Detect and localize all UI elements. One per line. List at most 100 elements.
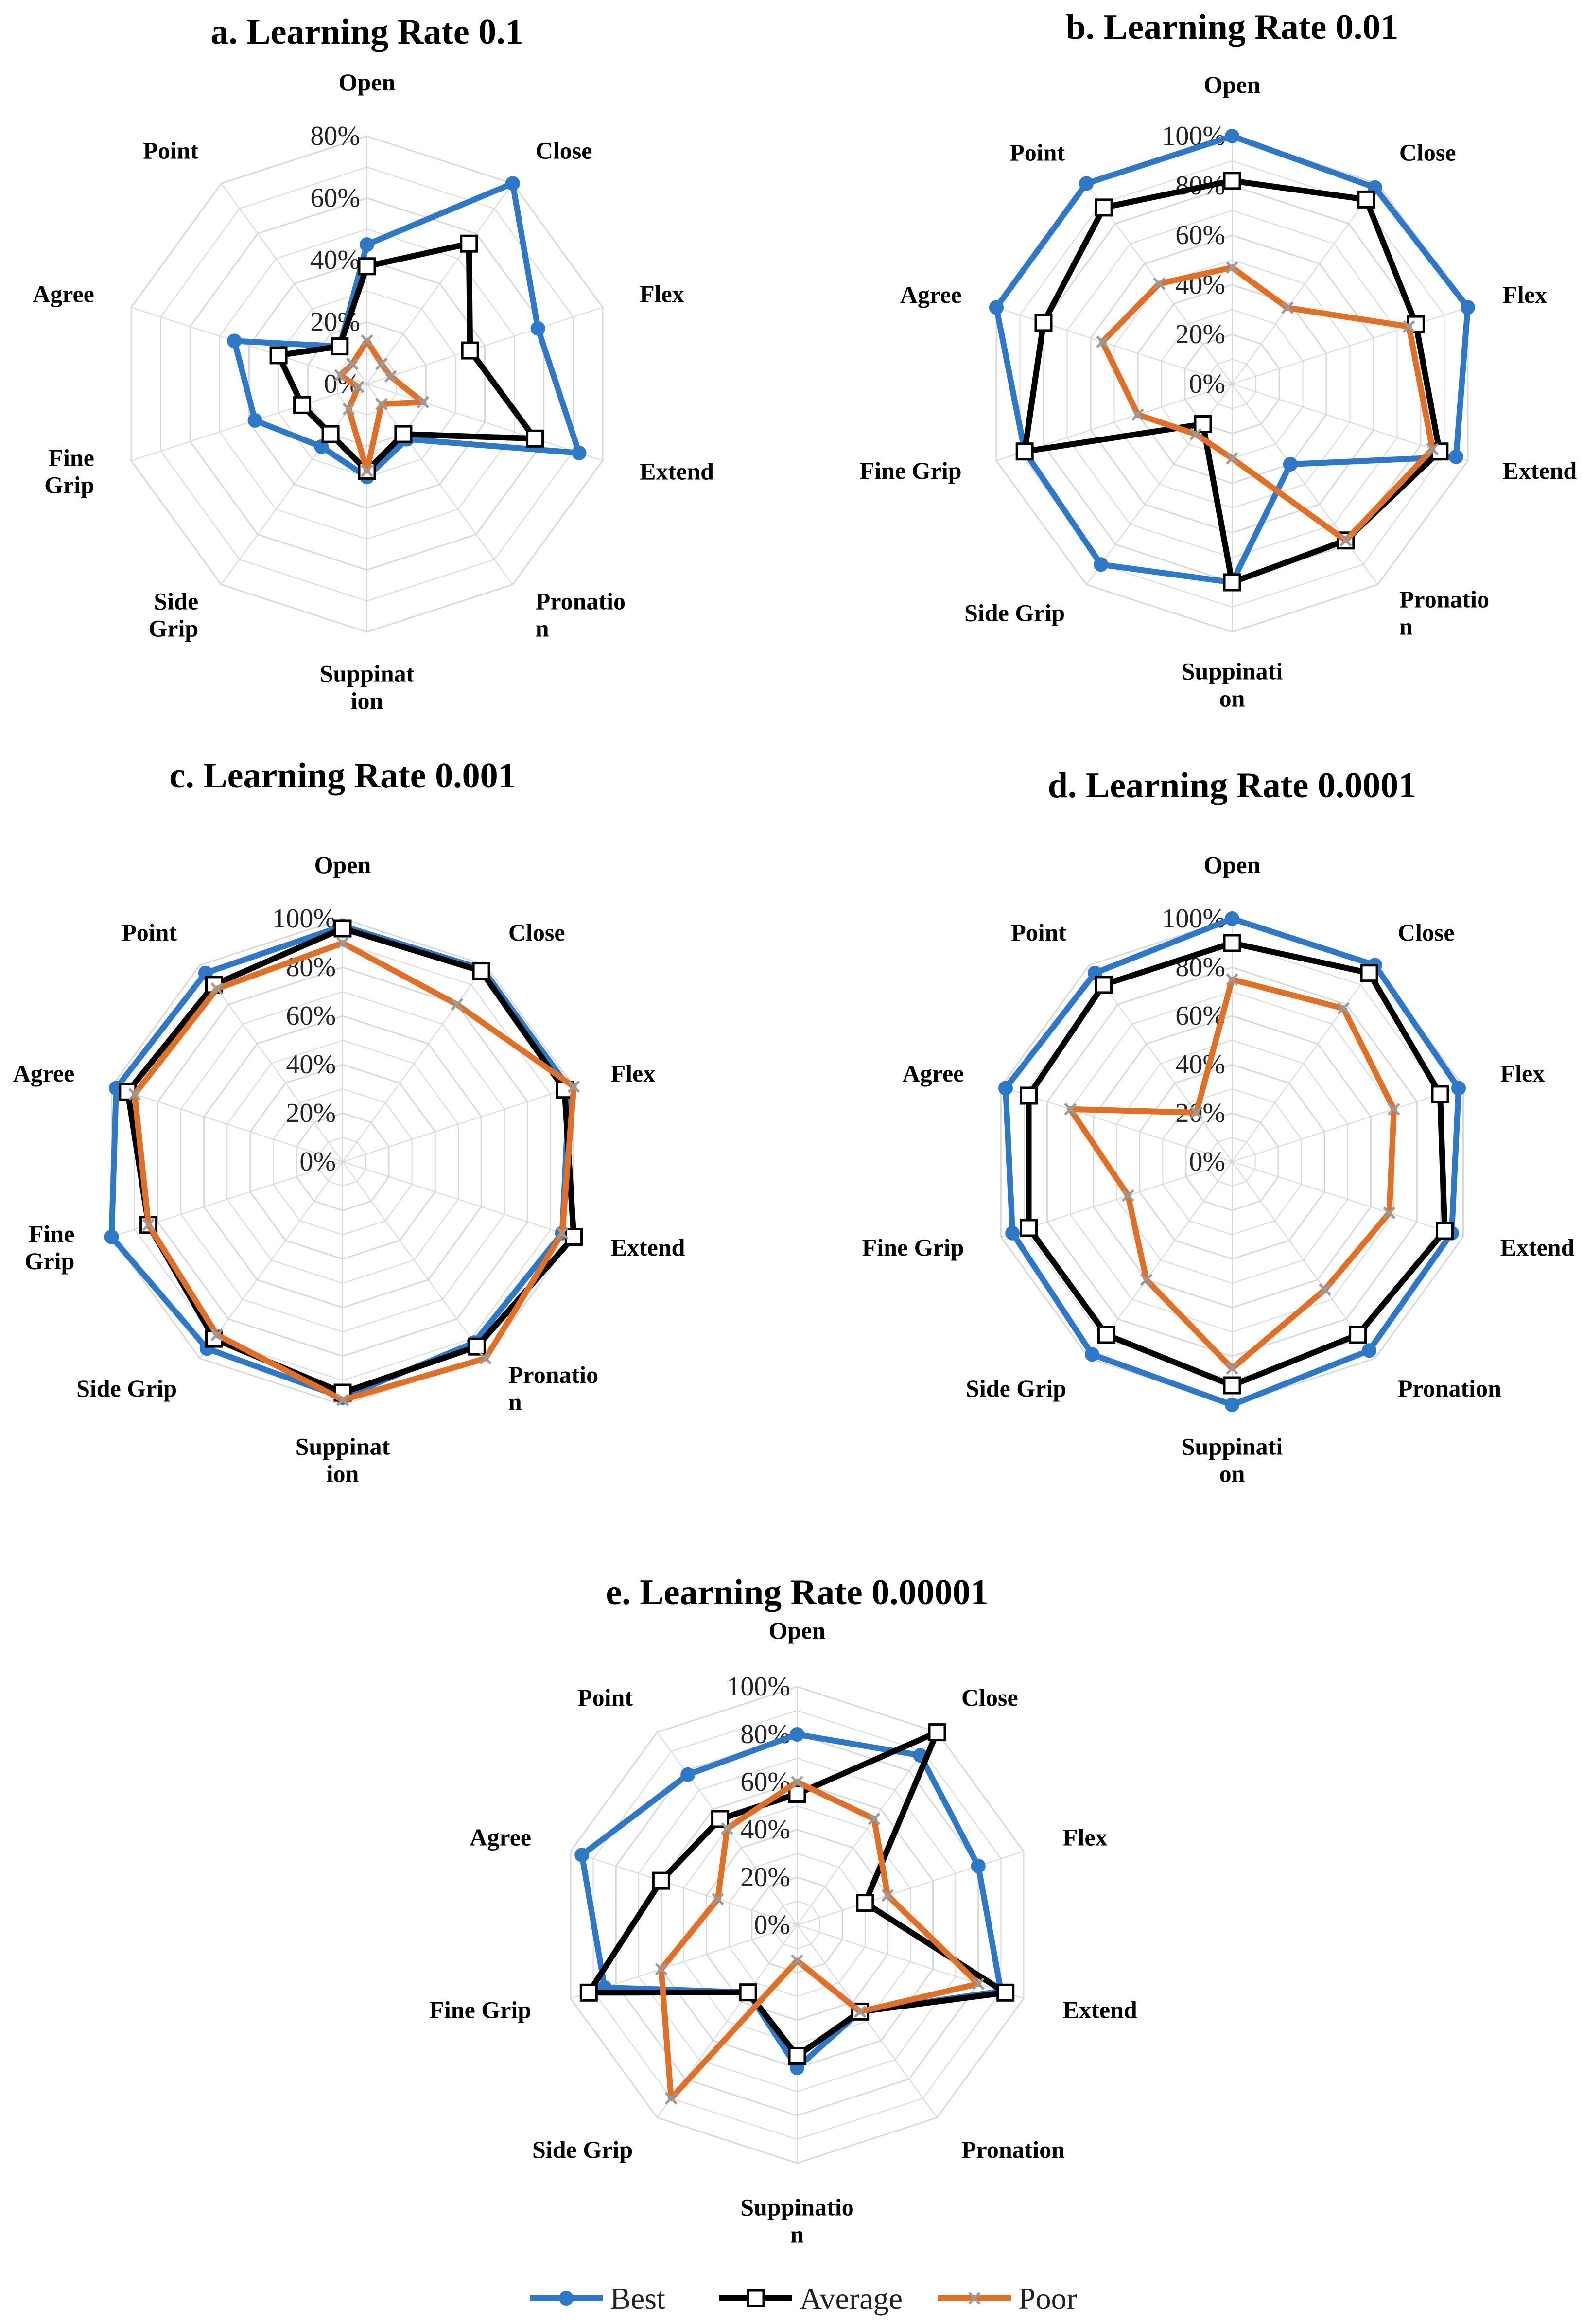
category-label: Agree [33,280,94,308]
data-point-poor [1189,428,1202,440]
data-point-poor [451,998,463,1011]
data-point-average [394,425,413,443]
radar-chart-2: b. Learning Rate 0.010%20%40%60%80%100%O… [860,7,1577,712]
data-point-poor [1096,335,1109,349]
data-point-average [1015,442,1034,461]
category-label: Close [536,137,592,164]
data-point-average [1223,1376,1241,1395]
series-average [119,919,583,1402]
category-label: Fine Grip [44,444,94,498]
tick-label: 100% [727,1672,790,1702]
data-point-poor [384,370,397,383]
data-point-best [104,1229,119,1244]
grid-spoke [1232,1161,1375,1359]
grid-spoke [1232,307,1468,384]
category-label: Close [508,919,565,946]
data-point-best [1283,457,1298,472]
radar-chart-4: d. Learning Rate 0.00010%20%40%60%80%100… [862,766,1575,1487]
tick-label: 100% [1162,904,1225,934]
data-point-average [711,1810,730,1828]
legend-item-average: Average [719,2281,903,2316]
data-point-best [971,1858,986,1873]
tick-label: 80% [310,121,360,151]
grid-spoke [797,1732,938,1925]
data-point-poor [1064,1103,1077,1116]
series-line-average [1026,940,1448,1388]
category-label: Flex [1500,1060,1545,1087]
data-point-poor [1337,1002,1350,1015]
tick-label: 60% [1175,220,1225,250]
data-point-poor [1388,1103,1400,1116]
grid-spoke [1232,1086,1463,1162]
category-label: Open [1204,851,1261,878]
series-poor [1096,261,1439,547]
radial-ticks: 0%20%40%60%80%100% [1162,904,1225,1177]
data-point-poor [972,1977,985,1990]
data-point-average [1357,190,1375,209]
legend-label: Poor [1018,2281,1077,2316]
grid-spoke [366,183,513,384]
data-point-average [331,337,349,356]
category-label: Flex [1502,281,1547,308]
data-point-best [227,333,242,349]
data-point-average [1431,1085,1449,1103]
data-point-poor [1140,1273,1153,1286]
data-point-average [579,1983,598,2002]
tick-label: 40% [310,245,360,275]
category-label: Fine Grip [429,1996,531,2024]
data-point-poor [336,1394,349,1406]
legend: Best Average Poor [530,2281,1077,2316]
category-label: Agree [470,1823,531,1851]
data-point-best [1225,1398,1239,1412]
tick-label: 60% [310,183,360,213]
legend-label: Average [800,2281,903,2316]
grid-spoke [342,1161,574,1238]
data-point-poor [1319,1283,1331,1296]
chart-title: c. Learning Rate 0.001 [169,756,516,796]
chart-title: b. Learning Rate 0.01 [1066,7,1399,47]
grid-spoke [366,307,603,384]
data-point-best [1362,1343,1377,1358]
grid-spoke [1001,1161,1233,1238]
tick-label: 40% [1175,1049,1225,1080]
data-point-poor [334,369,347,382]
data-point-poor [791,1954,803,1967]
grid-spoke [1089,1161,1233,1359]
category-label: Side Grip [964,599,1065,626]
legend-item-poor: Poor [938,2281,1077,2316]
tick-label: 20% [740,1862,790,1892]
data-point-poor [346,357,359,370]
series-average [1020,934,1454,1395]
legend-marker-best [559,2291,574,2306]
category-label: Pronation [961,2136,1065,2163]
data-point-poor [128,1088,141,1101]
data-point-poor [567,1080,580,1093]
series-poor [1064,973,1400,1375]
data-point-average [1223,934,1241,952]
grid-spoke [797,1924,938,2118]
tick-label: 20% [1175,319,1225,349]
data-point-best [247,413,262,428]
tick-label: 40% [286,1049,336,1080]
data-point-poor [1190,1106,1203,1119]
data-point-poor [881,1889,894,1902]
data-point-poor [665,2092,678,2105]
category-label: Side Grip [76,1375,177,1402]
grid-spoke [1232,384,1468,461]
grid-spoke [797,1851,1024,1925]
data-point-average [526,429,544,448]
category-label: Extend [1502,457,1577,484]
data-point-poor [1226,1362,1238,1375]
data-point-average [652,1871,670,1890]
data-point-average [565,1228,583,1246]
data-point-poor [417,396,429,409]
data-point-average [856,1894,874,1912]
data-point-average [269,346,288,365]
